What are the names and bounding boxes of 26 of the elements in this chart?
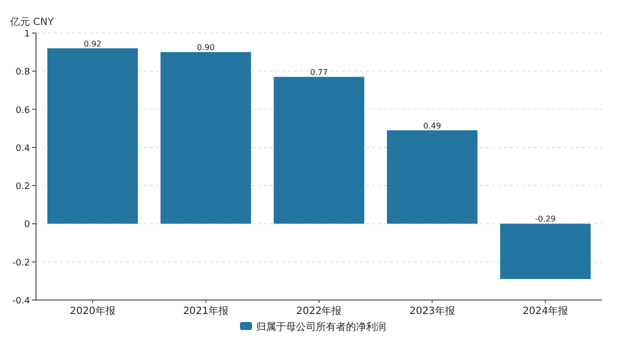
legend-label: 归属于母公司所有者的净利润 [256, 321, 386, 333]
y-tick-label: 0.4 [16, 144, 30, 154]
data-label: -0.29 [535, 214, 556, 224]
bar [500, 224, 591, 280]
y-tick-label: 0.6 [16, 106, 30, 116]
y-tick-label: 1 [24, 30, 30, 40]
y-tick-label: -0.4 [12, 296, 30, 306]
data-label: 0.49 [423, 121, 442, 130]
bar [386, 130, 478, 224]
x-tick-label: 2023年报 [409, 305, 455, 317]
x-tick-label: 2021年报 [183, 305, 229, 317]
bar [160, 52, 252, 224]
data-label: 0.77 [310, 68, 328, 77]
x-tick-label: 2024年报 [522, 305, 568, 317]
data-label: 0.92 [84, 39, 102, 48]
x-tick-label: 2022年报 [296, 305, 342, 317]
y-tick-label: 0 [24, 220, 30, 230]
y-axis-title: 亿元 CNY [9, 17, 55, 28]
bar [274, 76, 364, 224]
data-label: 0.90 [196, 43, 215, 52]
bar [47, 48, 138, 224]
y-tick-label: 0.8 [16, 68, 30, 78]
x-tick-label: 2020年报 [70, 305, 116, 317]
legend: 归属于母公司所有者的净利润 [240, 322, 386, 333]
y-tick-label: -0.2 [12, 258, 30, 268]
y-tick-label: 0.2 [16, 182, 30, 192]
